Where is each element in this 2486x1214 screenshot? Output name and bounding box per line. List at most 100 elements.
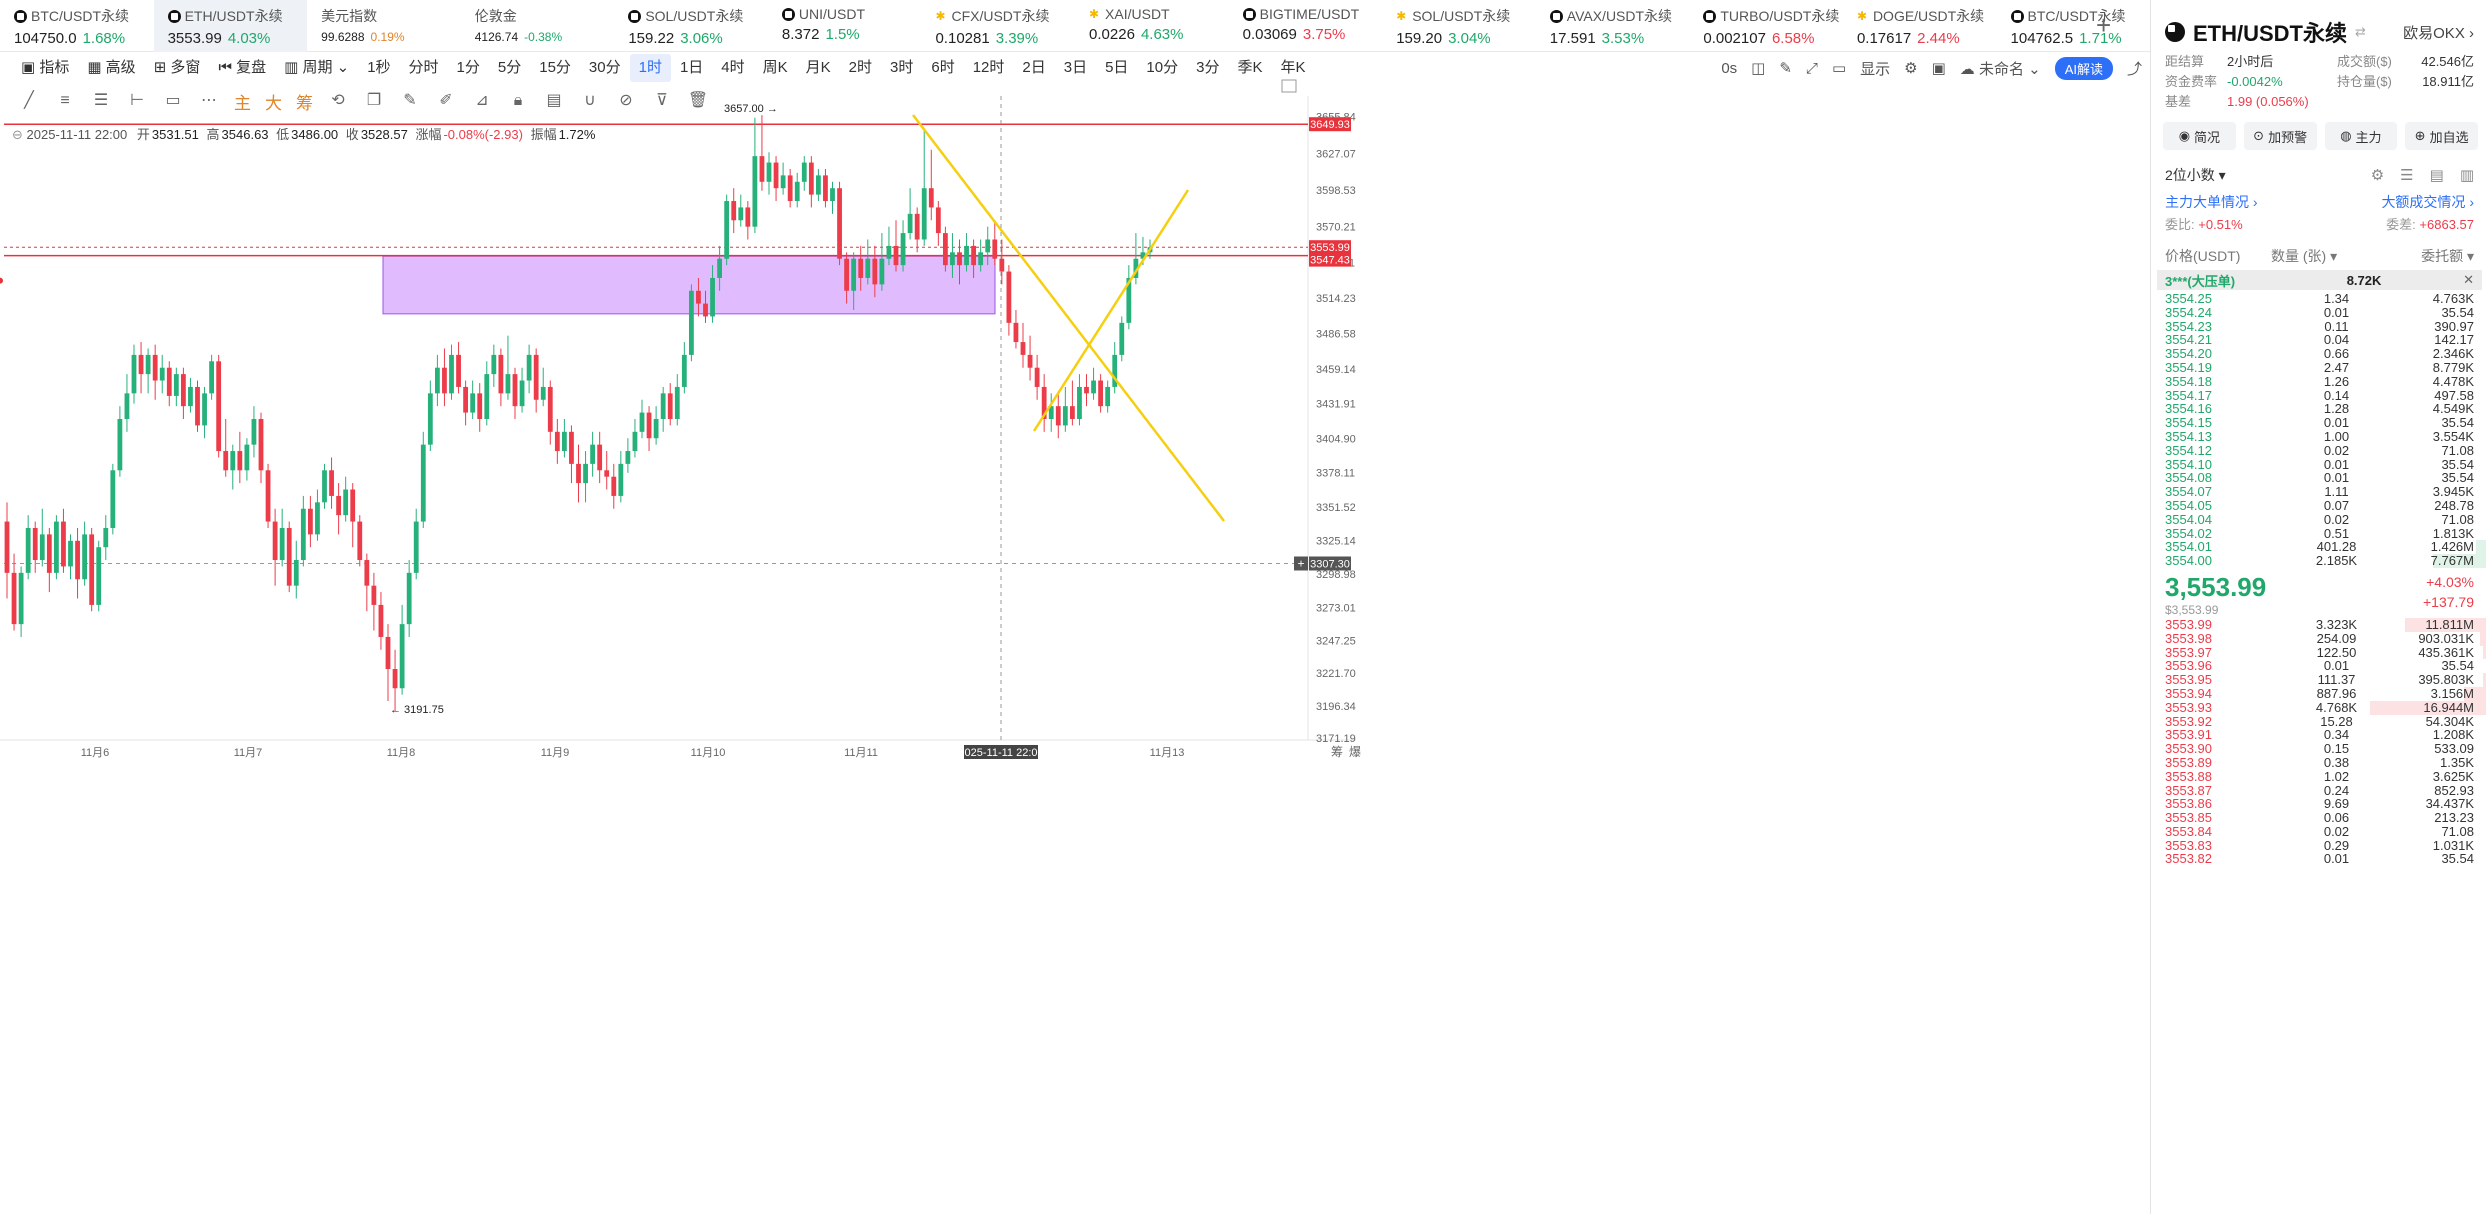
orderbook-row[interactable]: 3553.99 3.323K 11.811M <box>2151 618 2486 632</box>
total-selector[interactable]: 委托额 ▾ <box>2421 248 2474 264</box>
period-8[interactable]: 5分 <box>497 59 522 76</box>
period-16[interactable]: 2时 <box>848 59 873 76</box>
more-tools-icon[interactable]: ⋯ <box>201 92 217 109</box>
edit-icon[interactable]: ✎ <box>1779 60 1792 77</box>
line-tool-icon[interactable]: ╱ <box>24 92 34 109</box>
orderbook-row[interactable]: 3553.95 111.37 395.803K <box>2151 673 2486 687</box>
expand-icon[interactable] <box>1281 79 1297 93</box>
orderbook-row[interactable]: 3554.00 2.185K 7.767M <box>2151 554 2486 568</box>
corner-toggle[interactable]: 筹 <box>1331 745 1343 759</box>
period-24[interactable]: 3分 <box>1196 59 1220 76</box>
orderbook-row[interactable]: 3554.23 0.11 390.97 <box>2151 319 2486 334</box>
orderbook-row[interactable]: 3553.85 0.06 213.23 <box>2151 811 2486 825</box>
panel-button-0[interactable]: ◉ 简况 <box>2163 122 2236 150</box>
orderbook-row[interactable]: 3553.96 0.01 35.54 <box>2151 659 2486 673</box>
period-18[interactable]: 6时 <box>931 59 955 76</box>
period-2[interactable]: ⊞ 多窗 <box>153 59 201 76</box>
orderbook-row[interactable]: 3554.07 1.11 3.945K <box>2151 485 2486 499</box>
hline-tool-icon[interactable]: ≡ <box>60 92 70 109</box>
orderbook-row[interactable]: 3554.05 0.07 248.78 <box>2151 499 2486 513</box>
ticker-tab[interactable]: ✱ DOGE/USDT永续 0.17617 2.44% <box>1843 0 1997 52</box>
period-12[interactable]: 1日 <box>679 59 704 76</box>
big-order-toggle[interactable]: 大 <box>265 93 282 113</box>
orderbook-row[interactable]: 3554.01 401.28 1.426M <box>2151 540 2486 555</box>
ticker-tab[interactable]: SOL/USDT永续 159.22 3.06% <box>614 0 768 52</box>
ticker-tab[interactable]: UNI/USDT 8.372 1.5% <box>768 0 922 52</box>
orderbook-row[interactable]: 3553.88 1.02 3.625K <box>2151 769 2486 784</box>
ticker-tab[interactable]: ✱ XAI/USDT 0.0226 4.63% <box>1075 0 1229 52</box>
period-9[interactable]: 15分 <box>539 59 571 76</box>
period-15[interactable]: 月K <box>805 59 831 76</box>
orderbook-row[interactable]: 3553.89 0.38 1.35K <box>2151 756 2486 770</box>
period-10[interactable]: 30分 <box>588 59 621 76</box>
period-0[interactable]: ▣ 指标 <box>21 59 70 76</box>
settings-icon[interactable]: ⚙ <box>1904 60 1918 77</box>
period-7[interactable]: 1分 <box>456 59 480 76</box>
fullscreen-icon[interactable]: ⤢ <box>1805 59 1818 77</box>
candlestick-chart[interactable]: 3655.843627.073598.533570.213542.113514.… <box>0 0 2150 1214</box>
ticker-tab[interactable]: BTC/USDT永续 104762.5 1.71% <box>1997 0 2151 52</box>
period-21[interactable]: 3日 <box>1063 59 1088 76</box>
orderbook-row[interactable]: 3553.87 0.24 852.93 <box>2151 783 2486 798</box>
orderbook-row[interactable]: 3554.08 0.01 35.54 <box>2151 471 2486 485</box>
template-icon[interactable]: ▣ <box>1931 60 1946 77</box>
large-trades-link[interactable]: 大额成交情况 › <box>2381 194 2474 210</box>
period-17[interactable]: 3时 <box>890 59 914 76</box>
channel-tool-icon[interactable]: ☰ <box>93 92 109 109</box>
period-20[interactable]: 2日 <box>1022 59 1046 76</box>
orderbook-row[interactable]: 3554.13 1.00 3.554K <box>2151 430 2486 444</box>
orderbook-row[interactable]: 3553.83 0.29 1.031K <box>2151 838 2486 853</box>
ticker-tab[interactable]: 美元指数 99.6288 0.19% <box>307 0 461 52</box>
period-23[interactable]: 10分 <box>1146 59 1179 76</box>
trendline-up[interactable] <box>1032 189 1190 432</box>
lock-icon[interactable]: 🔒︎ <box>513 92 523 109</box>
period-14[interactable]: 周K <box>762 59 788 76</box>
period-6[interactable]: 分时 <box>408 59 439 76</box>
orderbook-row[interactable]: 3554.18 1.26 4.478K <box>2151 374 2486 389</box>
orderbook-row[interactable]: 3553.82 0.01 35.54 <box>2151 852 2486 866</box>
orderbook-row[interactable]: 3554.10 0.01 35.54 <box>2151 457 2486 472</box>
orderbook-row[interactable]: 3553.92 15.28 54.304K <box>2151 714 2486 729</box>
brush-icon[interactable]: ✐ <box>439 92 453 109</box>
ticker-tab[interactable]: ✱ SOL/USDT永续 159.20 3.04% <box>1382 0 1536 52</box>
orderbook-row[interactable]: 3554.24 0.01 35.54 <box>2151 305 2486 320</box>
ticker-tab[interactable]: BTC/USDT永续 104750.0 1.68% <box>0 0 154 52</box>
hide-icon[interactable]: ⊘ <box>619 92 633 109</box>
ray-tool-icon[interactable]: ⊢ <box>130 92 144 109</box>
ticker-tab[interactable]: BIGTIME/USDT 0.03069 3.75% <box>1229 0 1383 52</box>
ruler-icon[interactable]: ⊿ <box>475 92 489 109</box>
ticker-tab[interactable]: ✱ CFX/USDT永续 0.10281 3.39% <box>921 0 1075 52</box>
orderbook-row[interactable]: 3554.25 1.34 4.763K <box>2151 292 2486 306</box>
orderbook-row[interactable]: 3553.94 887.96 3.156M <box>2151 687 2486 701</box>
collapse-icon[interactable]: ⊖ <box>12 127 23 142</box>
orderbook-row[interactable]: 3554.16 1.28 4.549K <box>2151 402 2486 416</box>
display-menu[interactable]: 显示 <box>1860 60 1891 78</box>
main-big-orders-link[interactable]: 主力大单情况 › <box>2165 194 2258 210</box>
trash-icon[interactable]: 🗑︎ <box>687 92 709 109</box>
period-26[interactable]: 年K <box>1280 59 1306 76</box>
camera-icon[interactable]: ◫ <box>1751 60 1766 77</box>
orderbook-row[interactable]: 3554.17 0.14 497.58 <box>2151 388 2486 403</box>
period-3[interactable]: ⏮ 复盘 <box>218 59 267 76</box>
period-1[interactable]: ▦ 高级 <box>87 59 136 76</box>
magnet-icon[interactable]: ∪ <box>584 92 596 109</box>
both-sides-icon[interactable]: ☰ <box>2400 167 2414 184</box>
sync-icon[interactable]: ⟲ <box>331 92 345 109</box>
orderbook-row[interactable]: 3554.15 0.01 35.54 <box>2151 416 2486 430</box>
corner-toggle[interactable]: 爆 <box>1349 745 1361 759</box>
ticker-tab[interactable]: 伦敦金 4126.74 -0.38% <box>461 0 615 52</box>
swap-icon[interactable]: ⇄ <box>2355 24 2366 39</box>
period-25[interactable]: 季K <box>1237 59 1263 76</box>
period-19[interactable]: 12时 <box>972 59 1005 76</box>
orderbook-row[interactable]: 3554.20 0.66 2.346K <box>2151 347 2486 361</box>
orderbook-row[interactable]: 3554.19 2.47 8.779K <box>2151 361 2486 375</box>
panel-button-1[interactable]: ⊙ 加预警 <box>2243 122 2317 150</box>
ticker-tab[interactable]: TURBO/USDT永续 0.002107 6.58% <box>1689 0 1843 52</box>
orderbook-row[interactable]: 3553.86 9.69 34.437K <box>2151 797 2486 811</box>
share-icon[interactable]: ⤴ <box>2126 60 2142 78</box>
orderbook-row[interactable]: 3554.21 0.04 142.17 <box>2151 333 2486 347</box>
close-icon[interactable]: ✕ <box>2463 272 2474 287</box>
panel-button-2[interactable]: ◍ 主力 <box>2324 122 2398 150</box>
add-tab-button[interactable]: + <box>2096 10 2112 40</box>
rect-tool-icon[interactable]: ▭ <box>165 92 181 109</box>
